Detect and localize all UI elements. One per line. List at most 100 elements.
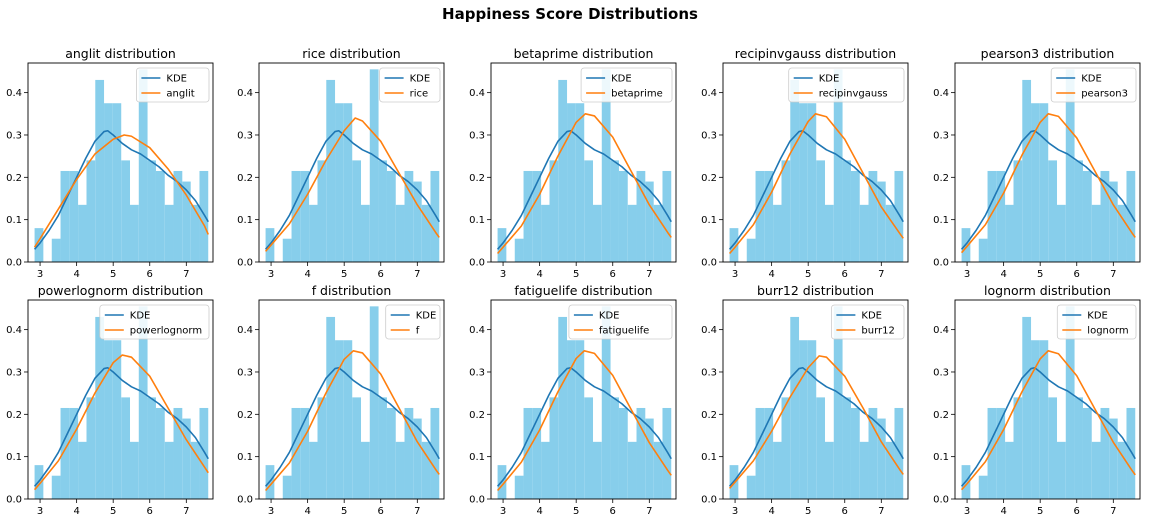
histogram-bar	[104, 340, 113, 499]
subplot-2: rice distribution 3 4 5 6 7 0.0 0.1 0.2 0.3 0.4 KDE…	[237, 46, 445, 280]
histogram-bar	[1031, 103, 1040, 262]
histogram-bar	[549, 397, 559, 499]
y-tick-label: 0.2	[6, 173, 22, 184]
y-tick-label: 0.4	[469, 88, 485, 99]
x-tick-label: 5	[110, 506, 116, 517]
y-tick-label: 0.0	[933, 495, 949, 506]
histogram-bar	[799, 340, 808, 499]
y-tick-label: 0.4	[6, 325, 22, 336]
legend-label: f	[416, 326, 420, 337]
histogram-bar	[877, 181, 886, 262]
y-axis: 0.0 0.1 0.2 0.3 0.4	[6, 88, 28, 269]
histogram-bar	[78, 204, 87, 262]
histogram-bar	[978, 475, 988, 499]
legend-label: rice	[410, 89, 429, 100]
histogram-bar	[1091, 204, 1101, 262]
histogram-bar	[996, 170, 1006, 262]
histogram-bar	[309, 204, 318, 262]
histogram-bar	[593, 204, 602, 262]
kde-line	[728, 366, 904, 487]
y-axis: 0.0 0.1 0.2 0.3 0.4	[933, 88, 955, 269]
legend: KDE rice	[379, 67, 441, 103]
kde-line	[33, 129, 209, 250]
histogram-bar	[1022, 316, 1032, 499]
histogram-bar	[138, 306, 148, 499]
histogram-bar	[369, 306, 379, 499]
histogram-bar	[1109, 418, 1118, 499]
fit-line	[960, 350, 1136, 491]
histogram-bar	[1048, 160, 1058, 262]
histogram-bar	[343, 103, 353, 262]
legend-box	[788, 67, 905, 103]
subplot-title: lognorm distribution	[984, 283, 1111, 298]
y-axis: 0.0 0.1 0.2 0.3 0.4	[701, 88, 723, 269]
x-tick-label: 5	[573, 269, 579, 280]
x-tick-label: 4	[536, 506, 542, 517]
kde-line	[264, 366, 440, 487]
histogram-bar	[567, 340, 576, 499]
y-tick-label: 0.2	[6, 410, 22, 421]
y-tick-label: 0.4	[933, 88, 949, 99]
y-tick-label: 0.2	[469, 173, 485, 184]
histogram-bar	[199, 170, 209, 262]
histogram-bar	[1091, 441, 1101, 499]
x-tick-label: 5	[341, 506, 347, 517]
x-tick-label: 3	[964, 269, 970, 280]
histogram-bar	[894, 407, 904, 499]
y-tick-label: 0.1	[6, 452, 22, 463]
x-tick-label: 6	[147, 506, 153, 517]
y-axis: 0.0 0.1 0.2 0.3 0.4	[469, 325, 491, 506]
legend-box	[99, 304, 210, 340]
histogram-bar	[773, 204, 782, 262]
histogram-bar	[300, 407, 310, 499]
y-axis: 0.0 0.1 0.2 0.3 0.4	[701, 325, 723, 506]
subplot-title: fatiguelife distribution	[514, 283, 652, 298]
x-tick-label: 5	[1037, 269, 1043, 280]
subplot-7: f distribution 3 4 5 6 7 0.0 0.1 0.2 0.3 0.4 KDE f	[237, 283, 445, 517]
histogram-bar	[523, 170, 533, 262]
y-tick-label: 0.4	[933, 325, 949, 336]
x-tick-label: 3	[268, 269, 274, 280]
histogram-bar	[868, 407, 878, 499]
fit-line	[960, 113, 1136, 254]
histogram-bar	[781, 160, 791, 262]
histogram-bar	[601, 69, 611, 262]
y-tick-label: 0.1	[701, 215, 717, 226]
histogram-bar	[413, 181, 422, 262]
axes-frame	[954, 299, 1141, 500]
histogram-bar	[121, 160, 131, 262]
y-tick-label: 0.4	[237, 88, 253, 99]
legend-label: KDE	[861, 311, 882, 322]
x-axis: 3 4 5 6 7	[964, 262, 1116, 280]
kde-line	[728, 129, 904, 250]
histogram-bar	[645, 181, 654, 262]
fit-line	[33, 134, 209, 248]
y-tick-label: 0.1	[237, 452, 253, 463]
x-tick-label: 5	[805, 269, 811, 280]
histogram-bar	[430, 170, 440, 262]
histogram	[497, 69, 672, 262]
y-tick-label: 0.1	[469, 215, 485, 226]
histogram-bar	[51, 238, 61, 262]
x-tick-label: 6	[378, 506, 384, 517]
histogram-bar	[1039, 103, 1049, 262]
histogram-bar	[1048, 397, 1058, 499]
x-tick-label: 7	[183, 269, 189, 280]
histogram-bar	[773, 441, 782, 499]
kde-line	[264, 129, 440, 250]
y-axis: 0.0 0.1 0.2 0.3 0.4	[933, 325, 955, 506]
y-tick-label: 0.0	[237, 495, 253, 506]
histogram-bar	[541, 204, 550, 262]
histogram-bar	[1057, 204, 1066, 262]
x-tick-label: 4	[1000, 506, 1006, 517]
y-tick-label: 0.3	[469, 130, 485, 141]
histogram-bar	[309, 441, 318, 499]
axes-frame	[490, 62, 677, 263]
histogram-bar	[1100, 170, 1110, 262]
histogram-bar	[300, 170, 310, 262]
histogram-bar	[558, 79, 568, 262]
histogram-bar	[618, 170, 628, 262]
histogram	[729, 69, 904, 262]
legend-label: KDE	[416, 311, 437, 322]
histogram-bar	[1057, 441, 1066, 499]
